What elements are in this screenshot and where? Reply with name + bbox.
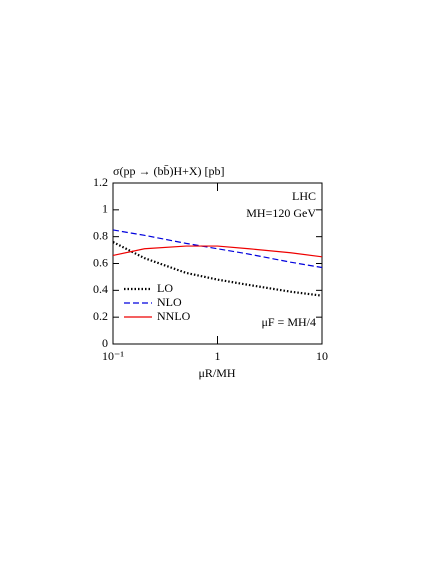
y-tick-label: 1.2: [93, 175, 108, 189]
y-tick-label: 0: [102, 336, 108, 350]
x-tick-label: 1: [215, 349, 221, 363]
y-tick-label: 1: [102, 202, 108, 216]
annotation: MH=120 GeV: [246, 206, 316, 220]
y-tick-label: 0.6: [93, 255, 108, 269]
y-tick-label: 0.4: [93, 282, 108, 296]
annotation: LHC: [292, 189, 316, 203]
y-tick-label: 0.2: [93, 309, 108, 323]
x-tick-label: 10: [316, 349, 328, 363]
annotation: μF = MH/4: [261, 315, 316, 329]
legend-label: LO: [157, 281, 173, 295]
legend-label: NNLO: [157, 309, 191, 323]
chart-title: σ(pp → (bb̄)H+X) [pb]: [113, 164, 225, 178]
x-axis-label: μR/MH: [198, 366, 235, 380]
line-series: [112, 245, 323, 258]
y-tick-label: 0.8: [93, 228, 108, 242]
x-tick-label: 10⁻¹: [102, 349, 124, 363]
line-series: [112, 241, 323, 297]
line-series: [112, 229, 323, 269]
legend-label: NLO: [157, 295, 182, 309]
